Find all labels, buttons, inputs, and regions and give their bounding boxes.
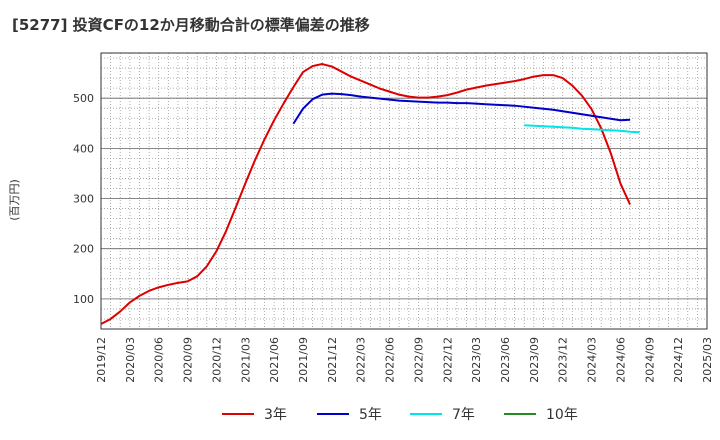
x-tick-label: 2024/03 [586, 337, 599, 383]
y-tick-label: 200 [73, 243, 94, 256]
y-tick-label: 300 [73, 193, 94, 206]
x-tick-label: 2019/12 [95, 337, 108, 383]
legend-label: 3年 [264, 407, 287, 423]
x-tick-label: 2021/03 [239, 337, 252, 383]
x-tick-label: 2020/12 [210, 337, 223, 383]
x-tick-label: 2024/06 [614, 337, 627, 383]
series-line-3年 [100, 63, 631, 325]
x-tick-label: 2022/03 [355, 337, 368, 383]
x-tick-label: 2021/06 [268, 337, 281, 383]
y-axis-label: (百万円) [8, 179, 21, 221]
y-axis: 100 200 300 400 500 [73, 92, 94, 306]
x-tick-label: 2020/03 [124, 337, 137, 383]
legend-label: 7年 [452, 407, 475, 423]
x-tick-label: 2022/09 [412, 337, 425, 383]
y-tick-label: 400 [73, 142, 94, 155]
legend: 3年 5年 7年 10年 [222, 407, 578, 423]
plot-frame [100, 52, 708, 330]
grid-layer [101, 53, 707, 329]
chart-title: [5277] 投資CFの12か月移動合計の標準偏差の推移 [12, 16, 370, 34]
x-tick-label: 2021/09 [297, 337, 310, 383]
legend-item: 3年 [222, 407, 287, 423]
x-tick-label: 2023/09 [528, 337, 541, 383]
x-tick-label: 2024/09 [643, 337, 656, 383]
legend-item: 7年 [410, 407, 475, 423]
x-tick-label: 2020/09 [182, 337, 195, 383]
series-line-7年 [524, 124, 640, 134]
legend-label: 5年 [359, 407, 382, 423]
legend-item: 5年 [317, 407, 382, 423]
y-tick-label: 500 [73, 92, 94, 105]
x-tick-label: 2020/06 [153, 337, 166, 383]
x-tick-label: 2023/12 [557, 337, 570, 383]
x-tick-label: 2022/06 [384, 337, 397, 383]
x-tick-label: 2023/06 [499, 337, 512, 383]
x-axis: 2019/12 2020/03 2020/06 2020/09 2020/12 2021/… [95, 337, 714, 383]
x-tick-label: 2021/12 [326, 337, 339, 383]
legend-item: 10年 [504, 407, 578, 423]
series-line-5年 [292, 92, 631, 125]
legend-label: 10年 [546, 407, 578, 423]
y-tick-label: 100 [73, 293, 94, 306]
x-tick-label: 2022/12 [441, 337, 454, 383]
x-tick-label: 2025/03 [701, 337, 714, 383]
series-layer [100, 63, 640, 325]
x-tick-label: 2023/03 [470, 337, 483, 383]
x-tick-label: 2024/12 [672, 337, 685, 383]
